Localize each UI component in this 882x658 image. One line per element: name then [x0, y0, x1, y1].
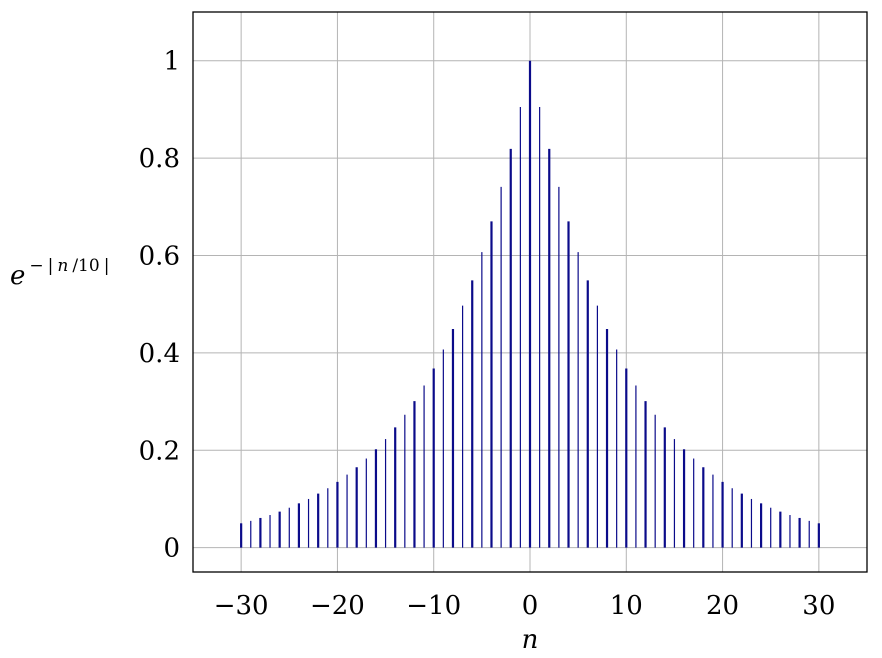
y-axis-label-bar-close: |	[104, 256, 110, 276]
stems	[240, 60, 820, 548]
y-tick-label: 1	[163, 47, 180, 77]
x-tick-label: 30	[802, 591, 835, 621]
plot-frame	[192, 11, 868, 573]
x-axis-label: n	[522, 625, 539, 655]
y-tick-label: 0.4	[139, 339, 180, 369]
y-tick-label: 0	[163, 534, 180, 564]
y-axis-label-n: n	[57, 256, 68, 276]
y-axis-label-base: e	[10, 261, 25, 291]
y-tick-label: 0.8	[139, 144, 180, 174]
x-tick-label: −30	[214, 591, 269, 621]
y-axis-label-minus: −	[29, 256, 43, 276]
x-tick-label: 10	[610, 591, 643, 621]
y-axis-label-div: /10	[72, 256, 99, 276]
y-axis-label: e − | n /10 |	[10, 256, 109, 291]
y-axis-label-bar-open: |	[48, 256, 54, 276]
x-tick-label: 20	[706, 591, 739, 621]
x-tick-labels: −30 −20 −10 0 10 20 30	[214, 591, 836, 621]
y-tick-label: 0.2	[139, 436, 180, 466]
x-tick-label: −20	[310, 591, 365, 621]
x-tick-label: −10	[406, 591, 461, 621]
y-tick-labels: 0 0.2 0.4 0.6 0.8 1	[139, 47, 180, 564]
y-tick-label: 0.6	[139, 241, 180, 271]
x-tick-label: 0	[522, 591, 539, 621]
